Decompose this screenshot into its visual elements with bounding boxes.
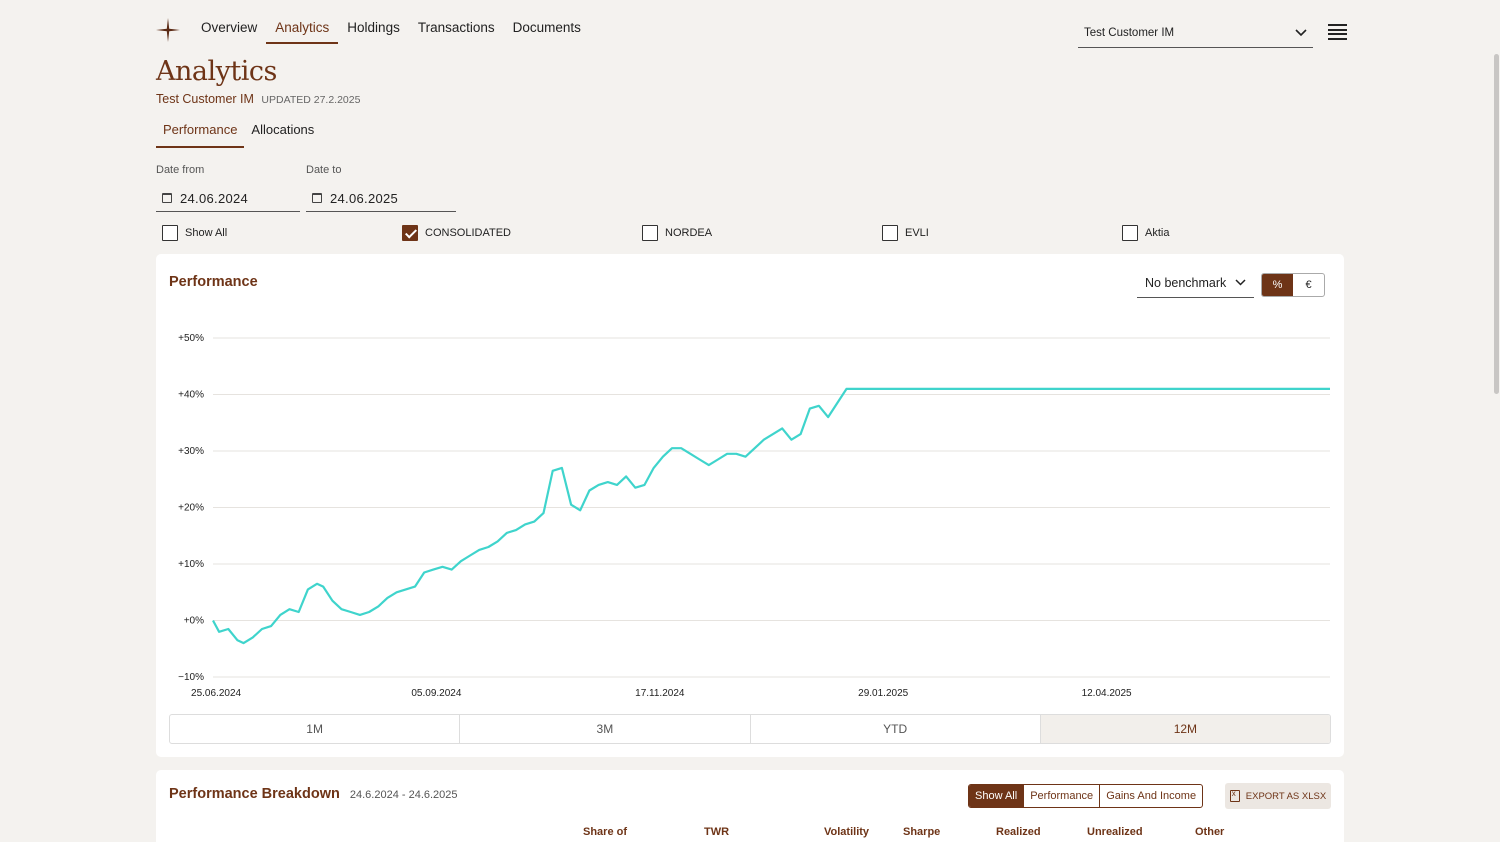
period-1m[interactable]: 1M: [170, 715, 461, 743]
filter-show-all[interactable]: Show All: [969, 785, 1025, 807]
date-to-value: 24.06.2025: [330, 190, 399, 206]
nav-overview[interactable]: Overview: [201, 20, 258, 35]
nav-documents[interactable]: Documents: [512, 20, 581, 35]
checkbox-label: NORDEA: [665, 227, 713, 239]
y-tick-label: +0%: [184, 616, 204, 627]
breakdown-card: Performance Breakdown 24.6.2024 - 24.6.2…: [156, 770, 1344, 842]
y-tick-label: −10%: [178, 672, 204, 683]
x-tick-label: 25.06.2024: [191, 688, 241, 699]
y-tick-label: +40%: [178, 390, 204, 401]
tab-performance[interactable]: Performance: [156, 118, 245, 148]
checkbox-box[interactable]: [882, 225, 898, 241]
series-line: [212, 387, 1330, 645]
column-header: Share of: [583, 826, 628, 838]
customer-select[interactable]: Test Customer IM: [1078, 18, 1313, 48]
x-tick-label: 12.04.2025: [1082, 688, 1132, 699]
percent-toggle[interactable]: %: [1262, 274, 1293, 296]
period-ytd[interactable]: YTD: [751, 715, 1041, 743]
chevron-down-icon: [1235, 279, 1246, 286]
export-label: EXPORT AS XLSX: [1245, 790, 1327, 802]
logo-icon[interactable]: [156, 18, 180, 42]
x-tick-label: 29.01.2025: [858, 688, 908, 699]
breakdown-filter: Show All Performance Gains And Income: [968, 784, 1204, 808]
y-tick-label: +20%: [178, 503, 204, 514]
page-title: Analytics: [156, 56, 277, 87]
date-from-field[interactable]: 24.06.2024: [156, 185, 300, 212]
column-header: TWR: [704, 826, 730, 838]
period-selector: 1M 3M YTD 12M: [169, 714, 1331, 744]
checkbox-aktia[interactable]: Aktia: [1122, 225, 1169, 241]
page-subtitle: Test Customer IM UPDATED 27.2.2025: [156, 92, 360, 106]
period-3m[interactable]: 3M: [460, 715, 751, 743]
benchmark-select[interactable]: No benchmark: [1137, 268, 1254, 298]
benchmark-value: No benchmark: [1145, 275, 1227, 290]
x-tick-label: 05.09.2024: [411, 688, 461, 699]
calendar-icon: [312, 193, 322, 203]
x-tick-label: 17.11.2024: [635, 688, 685, 699]
export-xlsx-button[interactable]: EXPORT AS XLSX: [1225, 783, 1331, 809]
breakdown-range: 24.6.2024 - 24.6.2025: [349, 789, 458, 801]
nav-analytics[interactable]: Analytics: [266, 0, 339, 44]
chevron-down-icon: [1295, 28, 1307, 36]
date-to-field[interactable]: 24.06.2025: [306, 185, 456, 212]
page-scrollbar[interactable]: [1494, 54, 1499, 394]
checkbox-box[interactable]: [642, 225, 658, 241]
column-header: Sharpe: [903, 826, 941, 838]
column-header: Unrealized: [1087, 826, 1143, 838]
subtabs: Performance Allocations: [156, 118, 321, 148]
subtitle-customer: Test Customer IM: [156, 92, 254, 106]
unit-toggle: % €: [1261, 273, 1325, 297]
performance-card: Performance No benchmark % € +50% +40% +30…: [156, 254, 1344, 757]
checkbox-label: EVLI: [905, 227, 929, 239]
checkbox-box[interactable]: [162, 225, 178, 241]
checkbox-label: Show All: [185, 227, 228, 239]
column-header: Volatility: [824, 826, 870, 838]
filter-gains-income[interactable]: Gains And Income: [1106, 790, 1197, 802]
performance-chart: +50% +40% +30% +20% +10% +0% −10% 25.06.2024 05.…: [178, 333, 1330, 699]
filter-performance[interactable]: Performance: [1024, 785, 1101, 807]
date-from-label: Date from: [156, 164, 205, 176]
checkbox-consolidated[interactable]: CONSOLIDATED: [402, 225, 511, 241]
menu-icon[interactable]: [1328, 24, 1347, 40]
checkbox-label: Aktia: [1145, 227, 1170, 239]
main-nav: Overview Analytics Holdings Transactions…: [192, 0, 590, 44]
customer-select-value: Test Customer IM: [1084, 26, 1175, 39]
calendar-icon: [162, 193, 172, 203]
performance-title: Performance: [169, 274, 258, 290]
date-from-value: 24.06.2024: [180, 190, 249, 206]
column-header: Realized: [996, 826, 1041, 838]
tab-allocations[interactable]: Allocations: [251, 122, 315, 137]
checkbox-evli[interactable]: EVLI: [882, 225, 929, 241]
period-12m[interactable]: 12M: [1040, 715, 1330, 743]
nav-holdings[interactable]: Holdings: [347, 20, 400, 35]
y-tick-label: +50%: [178, 333, 204, 344]
checkbox-box[interactable]: [1122, 225, 1138, 241]
nav-transactions[interactable]: Transactions: [417, 20, 495, 35]
checkbox-nordea[interactable]: NORDEA: [642, 225, 712, 241]
euro-toggle[interactable]: €: [1305, 279, 1312, 291]
breakdown-title-row: Performance Breakdown 24.6.2024 - 24.6.2…: [169, 786, 458, 802]
column-header: Other: [1195, 826, 1225, 838]
checkbox-label: CONSOLIDATED: [425, 227, 511, 239]
y-tick-label: +10%: [178, 559, 204, 570]
checkbox-box-checked[interactable]: [402, 225, 418, 241]
date-to-label: Date to: [306, 164, 342, 176]
updated-date: UPDATED 27.2.2025: [261, 94, 361, 106]
y-tick-label: +30%: [178, 446, 204, 457]
checkbox-show-all[interactable]: Show All: [162, 225, 227, 241]
excel-file-icon: [1229, 789, 1240, 802]
breakdown-title: Performance Breakdown: [169, 786, 340, 802]
